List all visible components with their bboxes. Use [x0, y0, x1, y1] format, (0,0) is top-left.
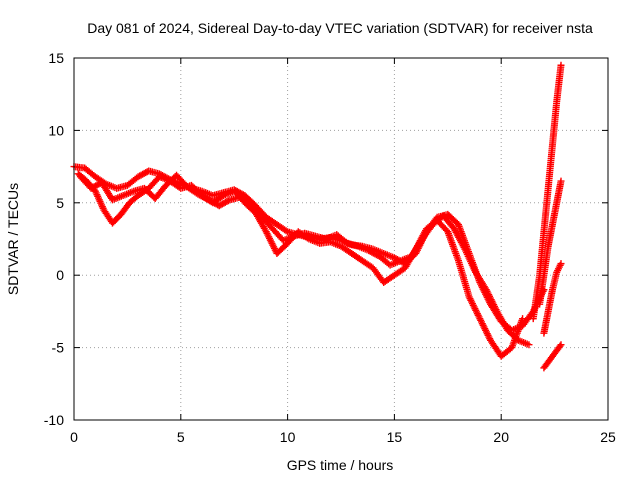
- series-late-rise-2: [536, 177, 565, 308]
- x-tick-label: 10: [280, 429, 296, 445]
- x-axis-label: GPS time / hours: [287, 457, 394, 473]
- data-point: [557, 341, 565, 349]
- y-tick-label: -10: [44, 412, 64, 428]
- data-point: [557, 61, 565, 69]
- data-point: [556, 342, 564, 350]
- data-point: [224, 197, 232, 205]
- y-tick-label: 10: [48, 122, 64, 138]
- series-late-low: [540, 341, 565, 372]
- y-tick-label: 15: [48, 50, 64, 66]
- data-point: [282, 227, 290, 235]
- y-tick-label: 0: [56, 267, 64, 283]
- data-point: [557, 177, 565, 185]
- x-tick-label: 15: [387, 429, 403, 445]
- x-axis-ticks: 0 5 10 15 20 25: [70, 58, 616, 445]
- chart-title: Day 081 of 2024, Sidereal Day-to-day VTE…: [87, 20, 593, 36]
- x-tick-label: 20: [493, 429, 509, 445]
- data-point: [525, 341, 533, 349]
- data-points: [70, 61, 565, 372]
- y-axis-label: SDTVAR / TECUs: [5, 183, 21, 295]
- x-tick-label: 25: [600, 429, 616, 445]
- y-axis-ticks: -10 -5 0 5 10 15: [44, 50, 608, 428]
- series-track-3: [76, 171, 533, 349]
- y-tick-label: -5: [52, 340, 65, 356]
- series-late-rise-1: [529, 61, 565, 323]
- data-point: [557, 260, 565, 268]
- x-tick-label: 0: [70, 429, 78, 445]
- data-point: [519, 315, 527, 323]
- plot-frame: [73, 57, 609, 421]
- x-tick-label: 5: [177, 429, 185, 445]
- series-late-rise-3: [540, 260, 565, 337]
- y-tick-label: 5: [56, 195, 64, 211]
